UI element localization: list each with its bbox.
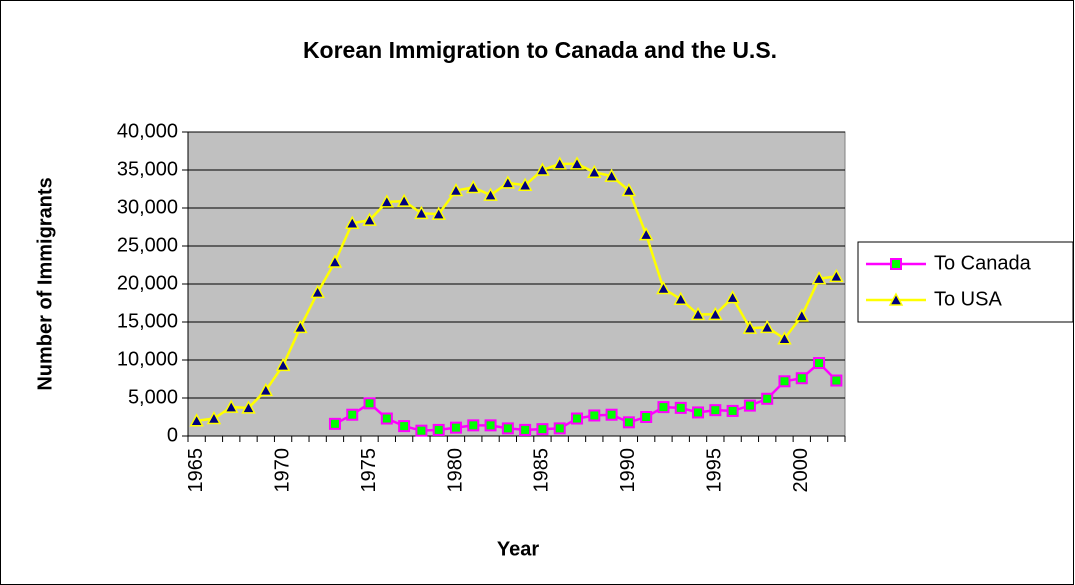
x-tick-label: 1995 [704,448,726,493]
marker [638,227,654,241]
y-tick-label: 30,000 [117,196,178,218]
marker [622,416,635,429]
x-tick-label: 2000 [790,448,812,493]
marker [571,412,584,425]
marker [692,406,705,419]
marker [830,374,843,387]
marker [189,413,204,427]
marker [241,400,256,414]
x-axis-label: Year [497,538,539,560]
marker [794,308,810,322]
marker [709,404,722,417]
legend-label: To Canada [934,252,1032,274]
y-tick-label: 20,000 [117,272,178,294]
marker [517,177,533,191]
marker [640,411,653,423]
marker [761,392,774,405]
marker [657,401,670,414]
marker [346,408,359,421]
marker [484,419,497,432]
marker [605,408,618,421]
marker [258,382,274,397]
marker [553,422,566,435]
marker [415,424,428,437]
legend [857,241,1074,323]
marker [398,420,411,433]
x-tick-label: 1975 [358,448,380,493]
y-tick-label: 40,000 [117,120,178,142]
marker [501,422,514,435]
marker [431,206,446,220]
marker [380,412,393,425]
marker [432,423,445,436]
marker [293,319,308,334]
x-tick-label: 1990 [617,448,639,493]
marker [888,292,904,306]
marker [811,271,827,285]
marker [604,168,619,182]
marker [778,375,791,388]
marker [743,399,756,412]
marker [483,187,498,201]
marker [467,419,480,432]
marker [674,401,687,414]
marker [223,399,239,413]
y-tick-label: 0 [167,424,178,446]
marker [344,215,360,229]
marker [535,162,550,176]
marker [777,331,792,345]
marker [310,284,325,299]
marker [673,291,689,305]
marker [362,212,377,226]
marker [275,357,291,372]
marker [500,175,516,189]
marker [328,417,341,430]
y-tick-label: 15,000 [117,310,178,332]
marker [708,306,723,321]
y-axis-label: Number of Immigrants [34,177,56,390]
marker [656,280,671,295]
marker [621,182,637,197]
marker [536,423,549,436]
marker [587,164,602,179]
marker [396,193,412,207]
marker [327,254,343,268]
marker [466,179,481,194]
y-tick-label: 35,000 [117,158,178,180]
marker [206,410,222,425]
marker [414,205,429,220]
marker [448,182,464,197]
y-tick-label: 5,000 [128,386,178,408]
x-tick-label: 1965 [185,448,207,493]
marker [449,421,462,434]
x-tick-label: 1970 [271,448,293,493]
marker [552,156,567,170]
marker [588,409,601,422]
marker [759,319,775,334]
y-tick-label: 10,000 [117,348,178,370]
marker [795,372,808,385]
y-tick-label: 25,000 [117,234,178,256]
marker [890,258,902,270]
marker [569,156,585,170]
marker [726,404,739,417]
marker [519,423,532,436]
marker [379,194,395,208]
marker [690,306,706,321]
marker [813,357,826,370]
marker [742,320,758,334]
marker [725,290,740,304]
x-tick-label: 1980 [444,448,466,493]
x-tick-label: 1985 [531,448,553,493]
legend-label: To USA [934,288,1002,310]
marker [829,268,844,283]
chart-title: Korean Immigration to Canada and the U.S… [303,37,777,63]
marker [363,397,376,410]
